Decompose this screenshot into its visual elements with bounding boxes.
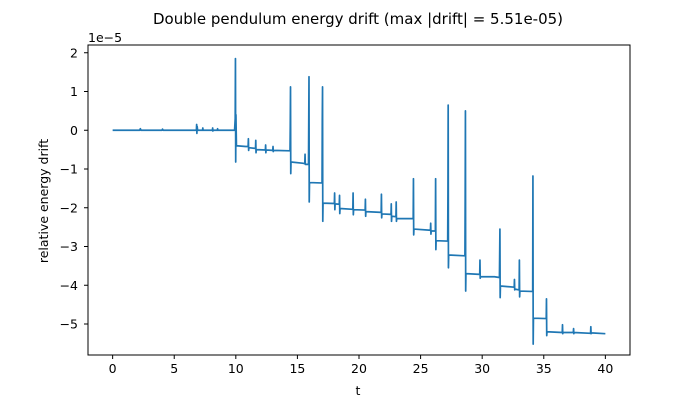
y-tick-label: −2 — [60, 200, 78, 215]
x-tick-label: 15 — [289, 361, 305, 376]
series-line-1 — [112, 57, 606, 345]
y-tick-label: −5 — [60, 317, 78, 332]
x-tick-label: 0 — [109, 361, 117, 376]
x-tick-label: 35 — [536, 361, 552, 376]
y-tick-label: 0 — [70, 123, 78, 138]
x-axis-label: t — [356, 383, 361, 398]
y-axis-label: relative energy drift — [36, 139, 51, 263]
x-tick-label: 10 — [228, 361, 244, 376]
x-tick-label: 20 — [351, 361, 367, 376]
x-tick-label: 5 — [170, 361, 178, 376]
y-tick-label: 2 — [70, 45, 78, 60]
y-tick-label: −4 — [60, 278, 78, 293]
x-tick-label: 40 — [597, 361, 613, 376]
x-tick-label: 25 — [413, 361, 429, 376]
chart-title: Double pendulum energy drift (max |drift… — [153, 10, 563, 28]
y-offset-text: 1e−5 — [88, 30, 122, 45]
x-tick-label: 30 — [474, 361, 490, 376]
y-tick-label: −1 — [60, 162, 78, 177]
y-tick-label: −3 — [60, 239, 78, 254]
y-tick-label: 1 — [70, 84, 78, 99]
